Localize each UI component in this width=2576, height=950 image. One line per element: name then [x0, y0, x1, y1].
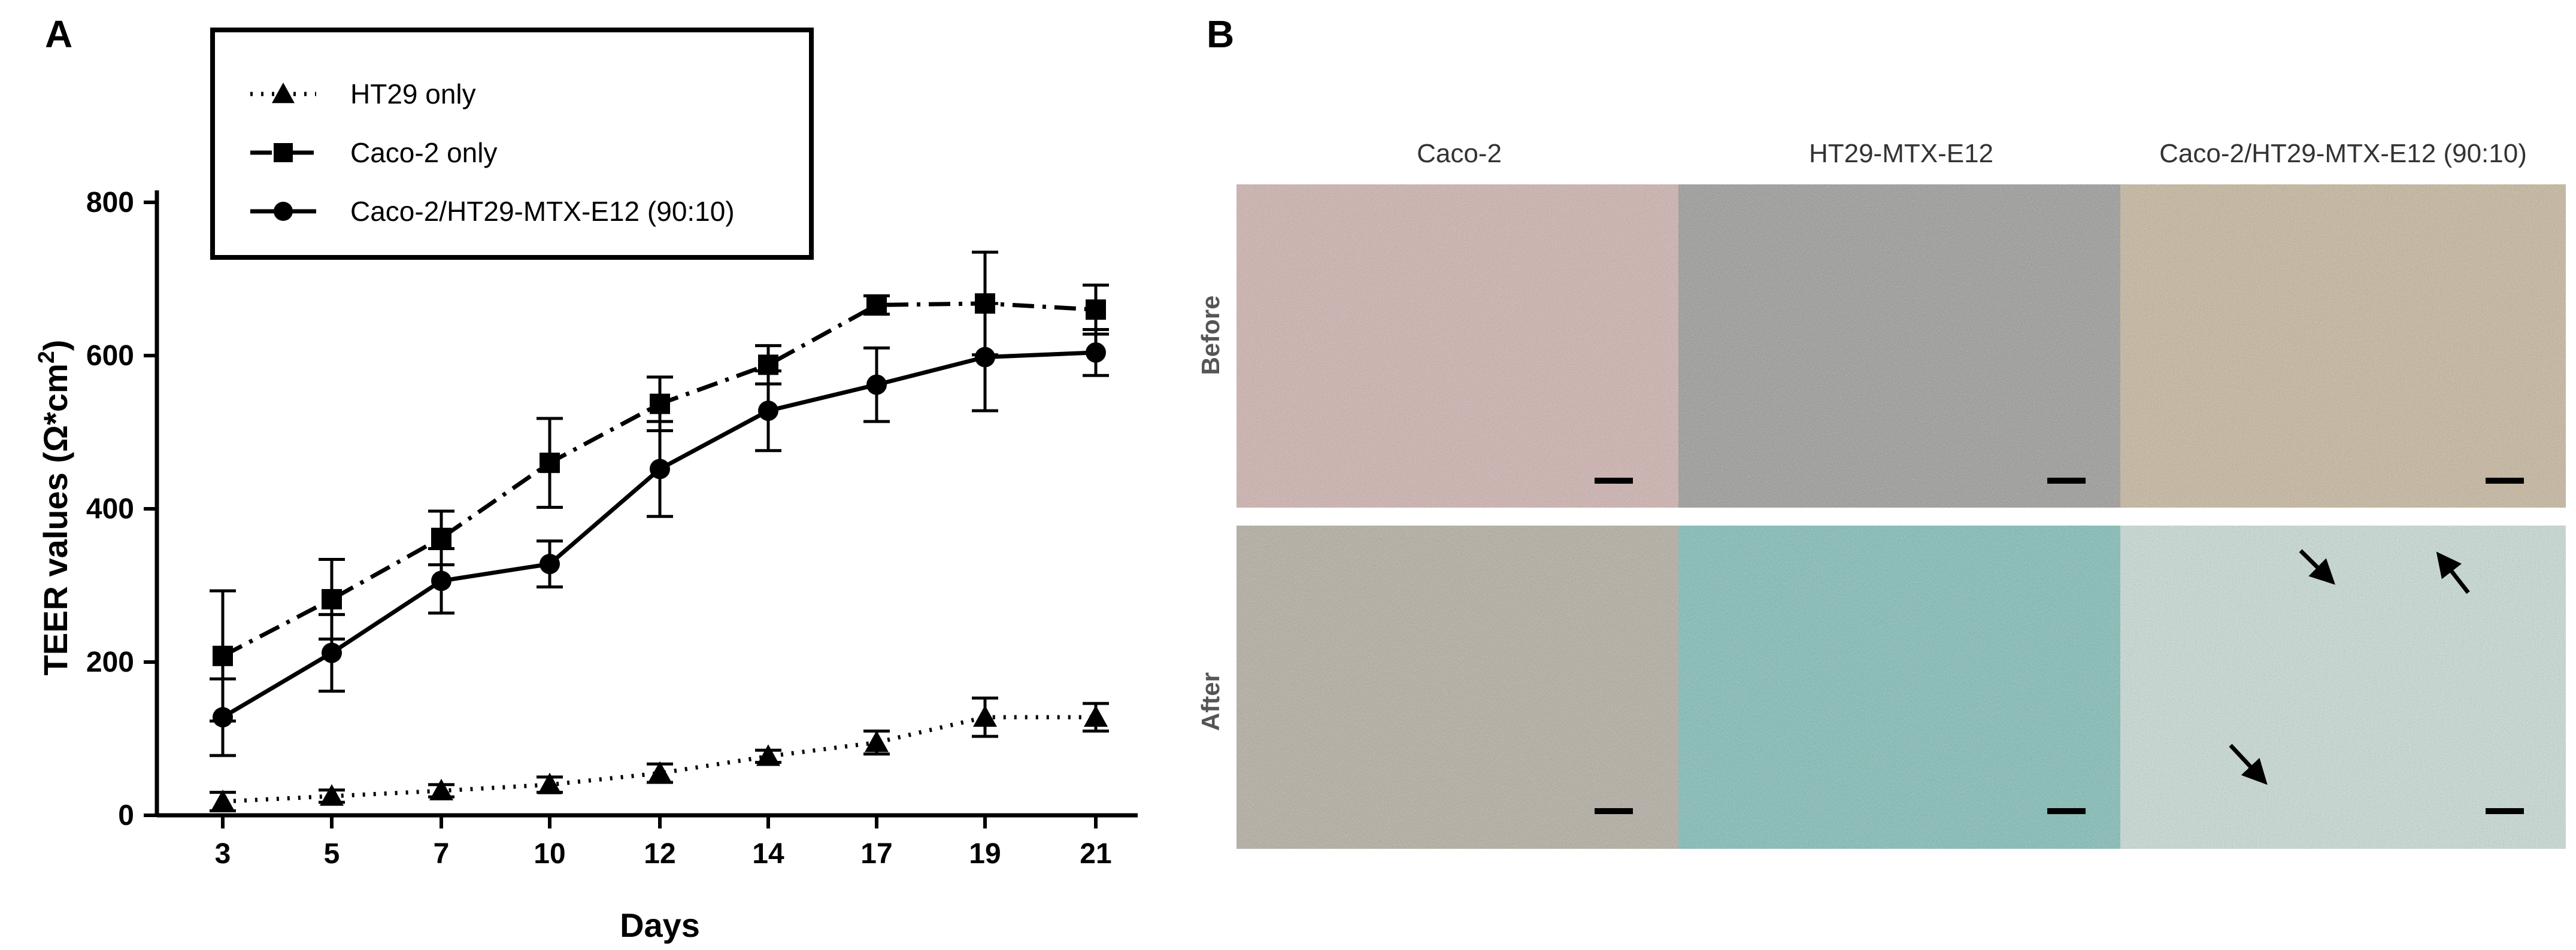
data-point — [1084, 705, 1108, 727]
x-tick-label: 3 — [215, 838, 231, 870]
legend-frame — [210, 28, 814, 260]
data-point — [650, 393, 670, 414]
legend: HT29 only Caco-2 only Caco-2/HT29-MTX-E12 … — [210, 28, 814, 260]
teer-line-chart: 0 200 400 600 800 3 5 7 10 12 14 17 19 21 Days TEER v… — [34, 28, 1138, 944]
micrograph-coculture-after — [2120, 526, 2566, 849]
panel-label-b: B — [1207, 13, 1235, 56]
data-point — [538, 772, 562, 794]
data-point — [648, 761, 672, 783]
data-point — [431, 570, 451, 591]
data-point — [866, 374, 887, 395]
y-tick-label: 800 — [86, 187, 134, 218]
legend-marker — [274, 202, 293, 221]
y-axis-title-sup: 2 — [34, 351, 59, 363]
y-tick-label: 400 — [86, 493, 134, 525]
micrograph-ht29-after — [1678, 526, 2124, 849]
x-tick-label: 21 — [1080, 838, 1111, 870]
column-title-caco2: Caco-2 — [1417, 139, 1502, 168]
axes: 0 200 400 600 800 3 5 7 10 12 14 17 19 21 — [86, 187, 1138, 870]
scale-bar — [2486, 808, 2524, 814]
data-point — [758, 400, 778, 421]
scale-bar — [1595, 808, 1633, 814]
micrograph-ht29-before — [1678, 184, 2124, 508]
legend-label: HT29 only — [350, 78, 476, 110]
legend-marker — [272, 83, 295, 104]
x-tick-label: 7 — [434, 838, 450, 870]
series-1 — [210, 696, 1109, 812]
data-point — [320, 784, 344, 806]
scale-bar — [2486, 478, 2524, 484]
row-label-before: Before — [1196, 295, 1225, 375]
y-tick-label: 600 — [86, 340, 134, 372]
scale-bar — [2047, 478, 2086, 484]
data-point — [211, 789, 235, 811]
x-tick-label: 10 — [534, 838, 565, 870]
x-tick-label: 17 — [860, 838, 892, 870]
x-tick-label: 14 — [752, 838, 784, 870]
data-point — [431, 527, 451, 548]
scale-bar — [2047, 808, 2086, 814]
legend-label: Caco-2/HT29-MTX-E12 (90:10) — [350, 196, 735, 227]
x-tick-label: 5 — [324, 838, 340, 870]
x-tick-label: 19 — [969, 838, 1001, 870]
data-point — [973, 705, 997, 727]
legend-label: Caco-2 only — [350, 137, 497, 168]
series-layer — [210, 250, 1109, 812]
data-point — [429, 779, 453, 801]
micrograph-coculture-before — [2120, 184, 2566, 508]
series-3 — [210, 302, 1109, 757]
panel-label-a: A — [45, 13, 73, 56]
series-line — [222, 715, 1096, 804]
scale-bar — [1595, 478, 1633, 484]
data-point — [322, 589, 342, 610]
y-tick-label: 200 — [86, 647, 134, 678]
data-point — [1086, 342, 1106, 363]
micrograph-caco2-after — [1237, 526, 1682, 849]
row-label-after: After — [1196, 672, 1225, 732]
data-point — [213, 707, 233, 728]
y-tick-label: 0 — [118, 800, 134, 831]
y-axis-title-base: TEER values (Ω*cm — [37, 363, 74, 675]
x-axis-title: Days — [620, 906, 700, 944]
y-axis-title-close: ) — [37, 340, 74, 351]
column-title-coculture: Caco-2/HT29-MTX-E12 (90:10) — [2159, 139, 2527, 168]
x-tick-label: 12 — [644, 838, 675, 870]
data-point — [865, 730, 889, 752]
data-point — [540, 554, 560, 575]
data-point — [650, 459, 670, 479]
data-point — [1086, 299, 1106, 320]
data-point — [213, 645, 233, 666]
legend-marker — [274, 143, 293, 162]
data-point — [756, 744, 780, 766]
data-point — [540, 453, 560, 474]
data-point — [975, 347, 995, 368]
column-title-ht29-mtx-e12: HT29-MTX-E12 — [1808, 139, 1994, 168]
y-axis-title: TEER values (Ω*cm2) — [34, 340, 74, 676]
data-point — [866, 295, 887, 315]
micrograph-caco2-before — [1237, 184, 1682, 508]
data-point — [322, 642, 342, 663]
